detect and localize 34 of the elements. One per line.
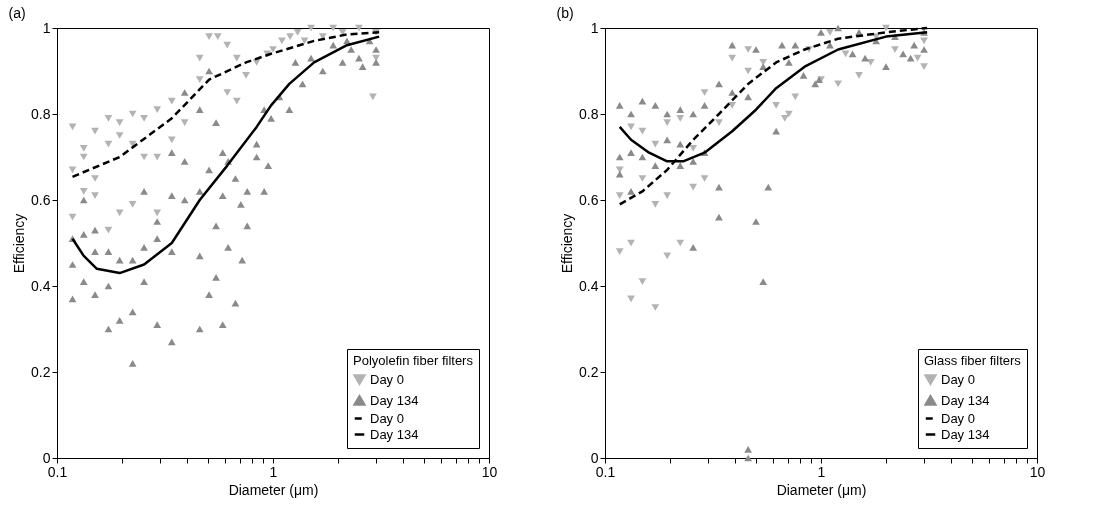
legend-label: Day 134 [941, 392, 990, 408]
legend-label: Day 134 [941, 426, 990, 442]
x-tick-label: 1 [817, 463, 826, 480]
y-tick-label: 0.4 [31, 277, 51, 294]
y-tick-label: 1 [42, 19, 51, 36]
x-tick-label: 1 [269, 463, 278, 480]
legend-title: Glass fiber filters [924, 353, 1022, 368]
x-tick-label: 10 [1029, 463, 1046, 480]
y-tick-label: 0.4 [579, 277, 599, 294]
legend-label: Day 0 [941, 371, 975, 387]
legend-label: Day 134 [370, 426, 419, 442]
legend-label: Day 0 [370, 371, 404, 387]
legend-label: Day 134 [370, 392, 419, 408]
y-tick-label: 0.8 [579, 105, 599, 122]
y-tick-label: 0 [590, 449, 599, 466]
y-tick-label: 0.6 [31, 191, 51, 208]
x-tick-label: 0.1 [595, 463, 616, 480]
y-tick-label: 0.2 [31, 363, 51, 380]
x-tick-label: 0.1 [47, 463, 68, 480]
x-axis-title: Diameter (μm) [228, 481, 319, 498]
legend-label: Day 0 [370, 410, 404, 426]
legend-label: Day 0 [941, 410, 975, 426]
legend-title: Polyolefin fiber filters [353, 353, 474, 368]
text: (b) [556, 5, 574, 21]
y-tick-label: 0 [42, 449, 51, 466]
y-tick-label: 0.6 [579, 191, 599, 208]
x-axis-title: Diameter (μm) [776, 481, 867, 498]
x-tick-label: 10 [481, 463, 498, 480]
text: (a) [8, 5, 26, 21]
y-tick-label: 1 [590, 19, 599, 36]
y-axis-title: Efficiency [559, 213, 576, 274]
y-tick-label: 0.8 [31, 105, 51, 122]
y-tick-label: 0.2 [579, 363, 599, 380]
y-axis-title: Efficiency [11, 213, 28, 274]
